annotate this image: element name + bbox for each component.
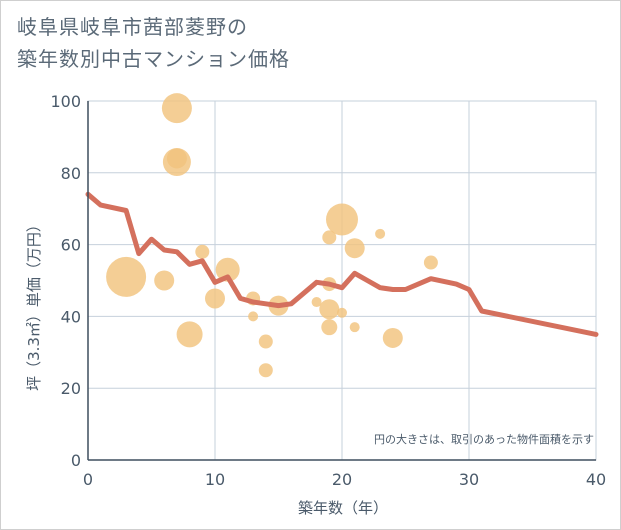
data-bubble [311, 297, 322, 308]
chart-title-line1: 岐阜県岐阜市茜部菱野の [17, 15, 248, 39]
data-bubble [166, 148, 187, 169]
axes [87, 101, 596, 461]
data-bubble [258, 334, 273, 349]
x-tick-label: 30 [459, 470, 479, 489]
data-bubble [215, 257, 240, 282]
trend-line [85, 191, 599, 337]
data-bubble [154, 270, 175, 291]
y-tick-label: 20 [61, 379, 81, 398]
data-bubble [321, 319, 338, 336]
size-note: 円の大きさは、取引のあった物件面積を示す [374, 432, 594, 446]
data-bubble [349, 322, 360, 333]
data-bubble [248, 311, 259, 322]
data-bubble [205, 288, 225, 309]
data-bubble [375, 228, 386, 239]
x-axis-title: 築年数（年） [298, 499, 388, 517]
bubble-layer [106, 93, 438, 378]
tick-labels: 0 10 20 30 40 0 20 40 60 80 100 [50, 92, 606, 489]
x-tick-label: 0 [83, 470, 93, 489]
data-bubble [344, 238, 365, 259]
data-bubble [322, 230, 337, 245]
data-bubble [195, 244, 210, 259]
data-bubble [106, 256, 147, 297]
y-tick-label: 100 [50, 92, 81, 111]
data-bubble [382, 327, 403, 348]
data-bubble [176, 321, 203, 348]
y-tick-label: 40 [61, 307, 81, 326]
y-tick-label: 80 [61, 164, 81, 183]
x-tick-label: 40 [586, 470, 606, 489]
data-bubble [337, 307, 347, 318]
data-bubble [258, 363, 273, 378]
x-tick-label: 20 [332, 470, 352, 489]
y-tick-label: 0 [71, 451, 81, 470]
data-bubble [319, 299, 340, 320]
data-bubble [326, 203, 358, 236]
chart-title: 岐阜県岐阜市茜部菱野の 築年数別中古マンション価格 [17, 11, 290, 75]
y-tick-label: 60 [61, 236, 81, 255]
x-tick-label: 10 [205, 470, 225, 489]
y-axis-title: 坪（3.3㎡）単価（万円） [25, 217, 43, 391]
chart-title-line2: 築年数別中古マンション価格 [17, 47, 290, 71]
data-bubble [161, 93, 192, 124]
data-bubble [423, 255, 438, 270]
